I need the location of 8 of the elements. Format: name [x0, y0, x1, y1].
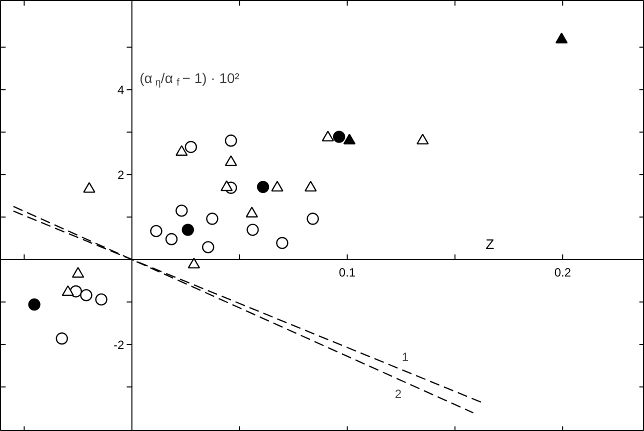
x-tick-label: 0.1 [338, 265, 356, 280]
y-tick-label: 4 [117, 83, 124, 98]
y-tick-label: 2 [117, 168, 124, 182]
y-tick-label: -2 [113, 338, 124, 352]
series-label: 1 [402, 350, 409, 364]
x-axis-title: Z [486, 236, 495, 252]
x-tick-label: 0.2 [554, 265, 572, 280]
series-label: 2 [394, 387, 402, 402]
